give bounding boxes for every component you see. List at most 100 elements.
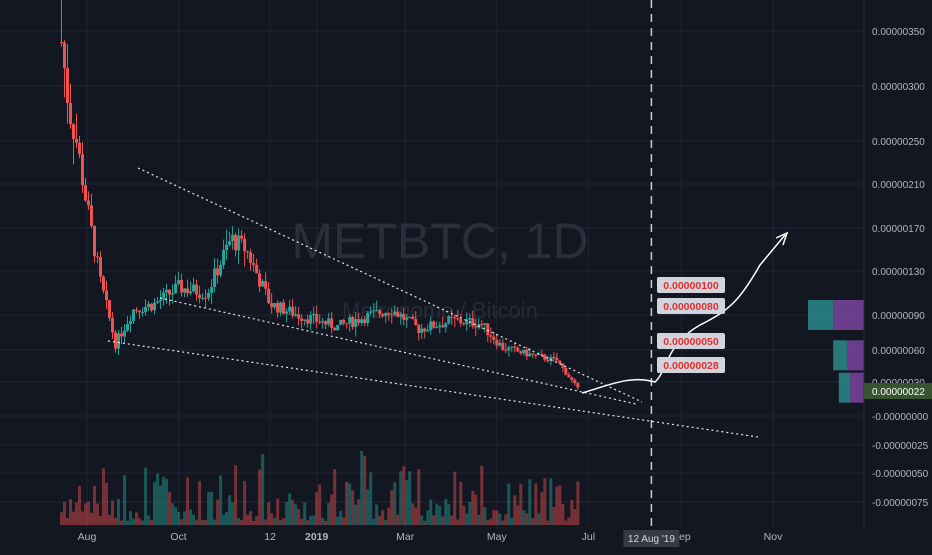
projection-label: 0.00000080: [663, 301, 719, 313]
volume-bar: [303, 502, 307, 525]
candle-body: [504, 349, 508, 351]
candle-body: [501, 342, 505, 350]
candle-body: [336, 324, 340, 331]
candle-body: [333, 327, 337, 331]
volume-bar: [426, 510, 430, 525]
candle-body: [83, 185, 87, 201]
candle-body: [456, 318, 460, 320]
candle-body: [71, 124, 75, 139]
volume-bar: [546, 520, 550, 525]
y-tick-label: 0.00000060: [872, 346, 925, 357]
candle-body: [204, 297, 208, 299]
volume-bar: [537, 513, 541, 525]
candle-body: [285, 311, 289, 314]
candle-body: [435, 327, 439, 329]
volume-bar: [567, 517, 571, 525]
volume-bar: [240, 520, 244, 525]
candle-body: [447, 316, 451, 324]
y-tick-label: 0.00000210: [872, 180, 925, 191]
candle-body: [321, 321, 325, 323]
x-tick-label: May: [487, 531, 508, 543]
volume-bar: [444, 498, 448, 525]
volume-bar: [123, 475, 127, 525]
candle-body: [399, 313, 403, 317]
volume-bar: [102, 468, 106, 525]
candle-body: [378, 310, 382, 315]
candle-body: [306, 319, 310, 324]
volume-bars: [59, 450, 580, 525]
volume-bar: [111, 500, 115, 525]
volume-bar: [450, 515, 454, 525]
candle-body: [318, 321, 322, 323]
candle-body: [93, 225, 97, 257]
candle-body: [186, 288, 190, 294]
volume-bar: [237, 517, 241, 525]
candle-body: [315, 313, 319, 322]
volume-bar: [402, 466, 406, 525]
volume-bar: [345, 481, 349, 525]
candle-body: [246, 251, 250, 253]
y-axis: 0.00000350 0.00000300 0.00000250 0.00000210…: [863, 0, 932, 550]
y-tick-label: -0.00000050: [872, 469, 929, 480]
volume-bar: [354, 504, 358, 525]
volume-bar: [366, 489, 370, 525]
volume-bar: [153, 481, 157, 525]
candle-body: [459, 319, 463, 324]
volume-bar: [234, 465, 238, 525]
candle-body: [59, 42, 63, 43]
volume-bar: [441, 516, 445, 525]
volume-bar: [210, 492, 214, 525]
volume-bar: [411, 503, 415, 525]
volume-bar: [180, 519, 184, 525]
candle-body: [102, 276, 106, 291]
volume-bar: [471, 490, 475, 525]
projection-path: [581, 234, 786, 394]
volume-bar: [480, 465, 484, 525]
volume-bar: [87, 501, 91, 525]
volume-bar: [258, 469, 262, 525]
candle-body: [474, 326, 478, 328]
volume-bar: [339, 510, 343, 525]
y-tick-label: -0.00000000: [872, 412, 929, 423]
volume-bar: [186, 477, 190, 525]
candle-body: [498, 342, 502, 346]
candle-body: [405, 317, 409, 320]
volume-bar: [246, 514, 250, 525]
volume-bar: [300, 518, 304, 525]
volume-bar: [453, 471, 457, 525]
candle-body: [153, 302, 157, 311]
candle-body: [528, 353, 532, 357]
volume-bar: [261, 454, 265, 525]
candle-body: [486, 323, 490, 336]
y-tick-label: 0.00000250: [872, 137, 925, 148]
volume-bar: [486, 520, 490, 525]
volume-bar: [264, 519, 268, 525]
candle-body: [546, 359, 550, 362]
volume-bar: [291, 499, 295, 525]
candle-body: [77, 142, 81, 155]
candle-body: [147, 303, 151, 307]
candle-body: [135, 309, 139, 311]
x-tick-label: Oct: [170, 531, 186, 543]
volume-bar: [135, 512, 139, 525]
candle-body: [402, 313, 406, 320]
candle-body: [348, 317, 352, 324]
volume-bar: [495, 510, 499, 525]
candle-body: [462, 323, 466, 325]
volume-bar: [456, 519, 460, 525]
candle-body: [207, 292, 211, 299]
last-price-label: 0.00000022: [872, 387, 925, 398]
volume-bar: [483, 507, 487, 525]
date-marker-badge: [623, 530, 680, 547]
volume-bar: [201, 520, 205, 525]
volume-bar: [516, 505, 520, 525]
volume-bar: [150, 520, 154, 525]
candle-body: [339, 319, 343, 325]
candle-body: [384, 313, 388, 317]
candle-body: [294, 314, 298, 316]
candle-body: [312, 313, 316, 316]
volume-bar: [435, 503, 439, 525]
trendline-mid: [159, 297, 637, 405]
volume-bar: [243, 480, 247, 525]
candle-body: [225, 244, 229, 251]
